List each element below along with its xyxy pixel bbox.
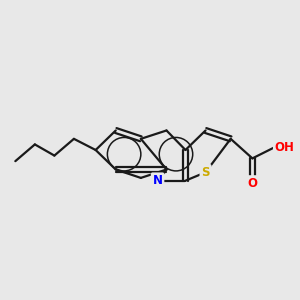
Text: N: N [153, 174, 163, 187]
Text: S: S [201, 166, 210, 179]
Text: OH: OH [275, 141, 295, 154]
Text: O: O [248, 177, 257, 190]
